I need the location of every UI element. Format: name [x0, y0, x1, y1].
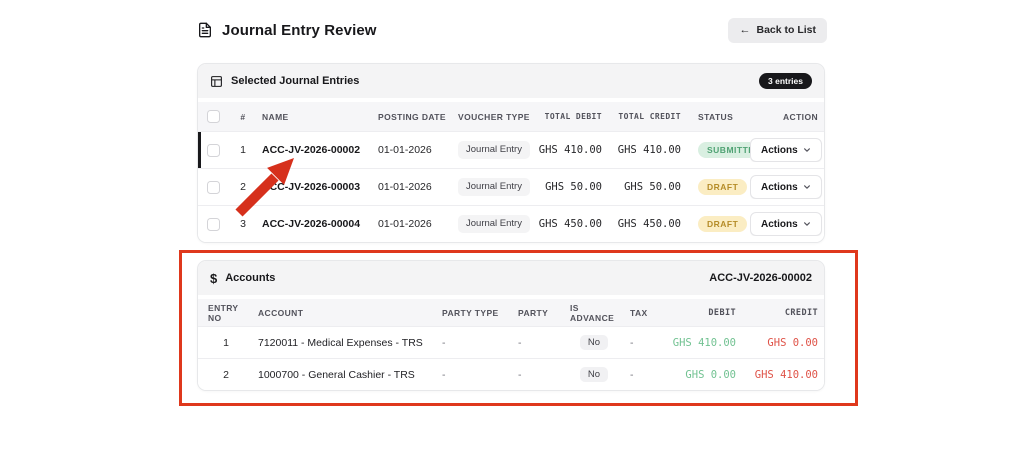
col-debit: DEBIT [708, 307, 736, 318]
is-advance-badge: No [579, 334, 609, 351]
page-header: Journal Entry Review ← Back to List [197, 17, 827, 43]
chevron-down-icon [803, 222, 810, 226]
row-checkbox[interactable] [207, 217, 220, 231]
chevron-down-icon [803, 185, 810, 189]
accounts-card: $ Accounts ACC-JV-2026-00002 ENTRY NO AC… [197, 260, 825, 391]
table-row[interactable]: 1 ACC-JV-2026-00002 01-01-2026 Journal E… [198, 131, 824, 168]
table-row[interactable]: 3 ACC-JV-2026-00004 01-01-2026 Journal E… [198, 205, 824, 242]
is-advance-badge: No [579, 366, 609, 383]
tax-value: - [630, 336, 634, 349]
col-posting-date: POSTING DATE [378, 111, 446, 122]
actions-dropdown-button[interactable]: Actions [750, 175, 822, 199]
page-title: Journal Entry Review [222, 21, 377, 39]
row-checkbox[interactable] [207, 180, 220, 194]
actions-dropdown-button[interactable]: Actions [750, 212, 822, 236]
journal-entry-reference: ACC-JV-2026-00002 [709, 272, 812, 284]
back-to-list-button[interactable]: ← Back to List [728, 17, 827, 43]
select-all-checkbox[interactable] [207, 110, 220, 123]
col-index: # [240, 111, 246, 122]
col-account: ACCOUNT [258, 307, 304, 318]
posting-date: 01-01-2026 [378, 144, 432, 156]
col-voucher-type: VOUCHER TYPE [458, 111, 530, 122]
arrow-left-icon: ← [739, 23, 751, 36]
voucher-type-badge: Journal Entry [458, 215, 530, 233]
col-action: ACTION [783, 111, 818, 122]
tax-value: - [630, 368, 634, 381]
total-credit: GHS 50.00 [624, 181, 681, 193]
total-credit: GHS 410.00 [617, 144, 681, 156]
col-total-credit: TOTAL CREDIT [618, 112, 681, 121]
journal-entry-name: ACC-JV-2026-00003 [262, 181, 361, 193]
posting-date: 01-01-2026 [378, 218, 432, 230]
col-party: PARTY [518, 307, 549, 318]
status-badge: DRAFT [698, 215, 748, 233]
col-is-advance: IS ADVANCE [570, 302, 615, 323]
table-row[interactable]: 2 ACC-JV-2026-00003 01-01-2026 Journal E… [198, 168, 824, 205]
account-name: 7120011 - Medical Expenses - TRS [258, 336, 423, 349]
status-badge: DRAFT [698, 178, 748, 196]
accounts-card-title: Accounts [225, 272, 276, 284]
entries-card-header: Selected Journal Entries 3 entries [198, 64, 824, 98]
chevron-down-icon [803, 148, 810, 152]
total-debit: GHS 50.00 [545, 181, 602, 193]
dollar-icon: $ [210, 270, 218, 286]
row-checkbox[interactable] [207, 143, 220, 157]
actions-dropdown-button[interactable]: Actions [750, 138, 822, 162]
accounts-card-header: $ Accounts ACC-JV-2026-00002 [198, 261, 824, 295]
voucher-type-badge: Journal Entry [458, 178, 530, 196]
total-debit: GHS 450.00 [538, 218, 602, 230]
document-icon [197, 21, 213, 39]
debit-amount: GHS 410.00 [672, 336, 736, 349]
credit-amount: GHS 0.00 [767, 336, 818, 349]
account-name: 1000700 - General Cashier - TRS [258, 368, 415, 381]
col-entry-no: ENTRY NO [208, 302, 239, 323]
account-row: 2 1000700 - General Cashier - TRS - - No… [198, 358, 824, 390]
debit-amount: GHS 0.00 [685, 368, 736, 381]
journal-entry-name: ACC-JV-2026-00002 [262, 144, 361, 156]
actions-label: Actions [761, 218, 798, 230]
col-tax: TAX [630, 307, 648, 318]
actions-label: Actions [761, 181, 798, 193]
posting-date: 01-01-2026 [378, 181, 432, 193]
total-debit: GHS 410.00 [538, 144, 602, 156]
row-index: 3 [240, 218, 246, 230]
party-value: - [518, 368, 522, 381]
col-name: NAME [262, 111, 289, 122]
actions-label: Actions [761, 144, 798, 156]
party-type-value: - [442, 368, 446, 381]
journal-entry-name: ACC-JV-2026-00004 [262, 218, 361, 230]
party-value: - [518, 336, 522, 349]
status-badge: SUBMITTED [698, 141, 750, 159]
entries-card-title: Selected Journal Entries [231, 75, 360, 87]
accounts-table-header: ENTRY NO ACCOUNT PARTY TYPE PARTY IS ADV… [198, 299, 824, 326]
entry-no: 1 [223, 336, 229, 349]
credit-amount: GHS 410.00 [754, 368, 818, 381]
row-index: 2 [240, 181, 246, 193]
entries-table-header: # NAME POSTING DATE VOUCHER TYPE TOTAL D… [198, 102, 824, 131]
total-credit: GHS 450.00 [617, 218, 681, 230]
selected-journal-entries-card: Selected Journal Entries 3 entries # NAM… [197, 63, 825, 243]
col-total-debit: TOTAL DEBIT [544, 112, 602, 121]
entry-no: 2 [223, 368, 229, 381]
col-credit: CREDIT [784, 307, 818, 318]
table-icon [210, 75, 223, 88]
account-row: 1 7120011 - Medical Expenses - TRS - - N… [198, 326, 824, 358]
voucher-type-badge: Journal Entry [458, 141, 530, 159]
row-index: 1 [240, 144, 246, 156]
back-to-list-label: Back to List [756, 24, 816, 36]
col-party-type: PARTY TYPE [442, 307, 499, 318]
entries-count-badge: 3 entries [759, 72, 812, 90]
party-type-value: - [442, 336, 446, 349]
col-status: STATUS [698, 111, 734, 122]
